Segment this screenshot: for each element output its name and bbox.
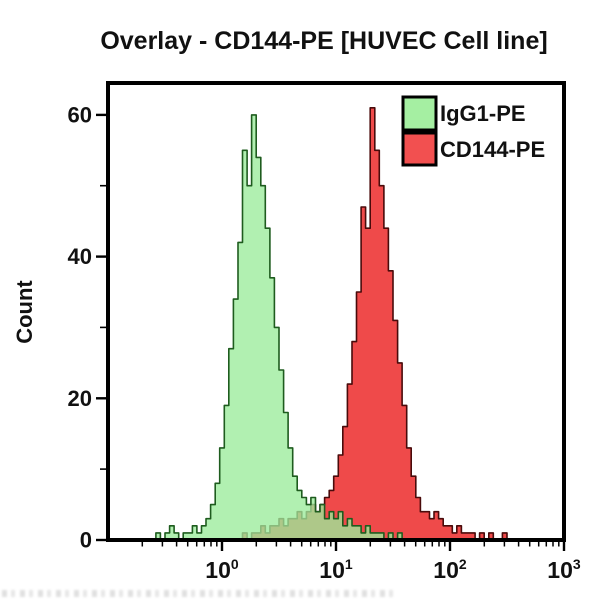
print-artifact	[2, 590, 394, 597]
legend: IgG1-PE CD144-PE	[401, 95, 545, 167]
y-tick-label: 60	[68, 102, 92, 127]
x-tick-label: 100	[205, 556, 239, 583]
y-tick-label: 0	[80, 528, 92, 553]
legend-label-cd144: CD144-PE	[440, 137, 545, 162]
legend-swatch-igg1	[401, 95, 438, 132]
x-tick-labels: 100 101 102 103	[205, 556, 581, 583]
chart-title: Overlay - CD144-PE [HUVEC Cell line]	[100, 27, 548, 55]
histogram-cd144-pe	[141, 107, 522, 541]
legend-swatch-cd144	[401, 131, 438, 167]
y-tick-label: 20	[68, 386, 92, 411]
y-tick-labels: 0 20 40 60	[68, 102, 92, 552]
x-tick-label: 102	[433, 556, 467, 583]
x-tick-label: 103	[547, 556, 581, 583]
histogram-igg1-pe	[141, 114, 522, 541]
histogram-series-group	[141, 107, 522, 541]
x-axis-ticks	[141, 540, 566, 551]
y-axis-ticks	[96, 113, 107, 542]
legend-label-igg1: IgG1-PE	[440, 101, 526, 126]
y-tick-label: 40	[68, 244, 92, 269]
x-tick-label: 101	[319, 556, 353, 583]
y-axis-title: Count	[12, 280, 37, 344]
